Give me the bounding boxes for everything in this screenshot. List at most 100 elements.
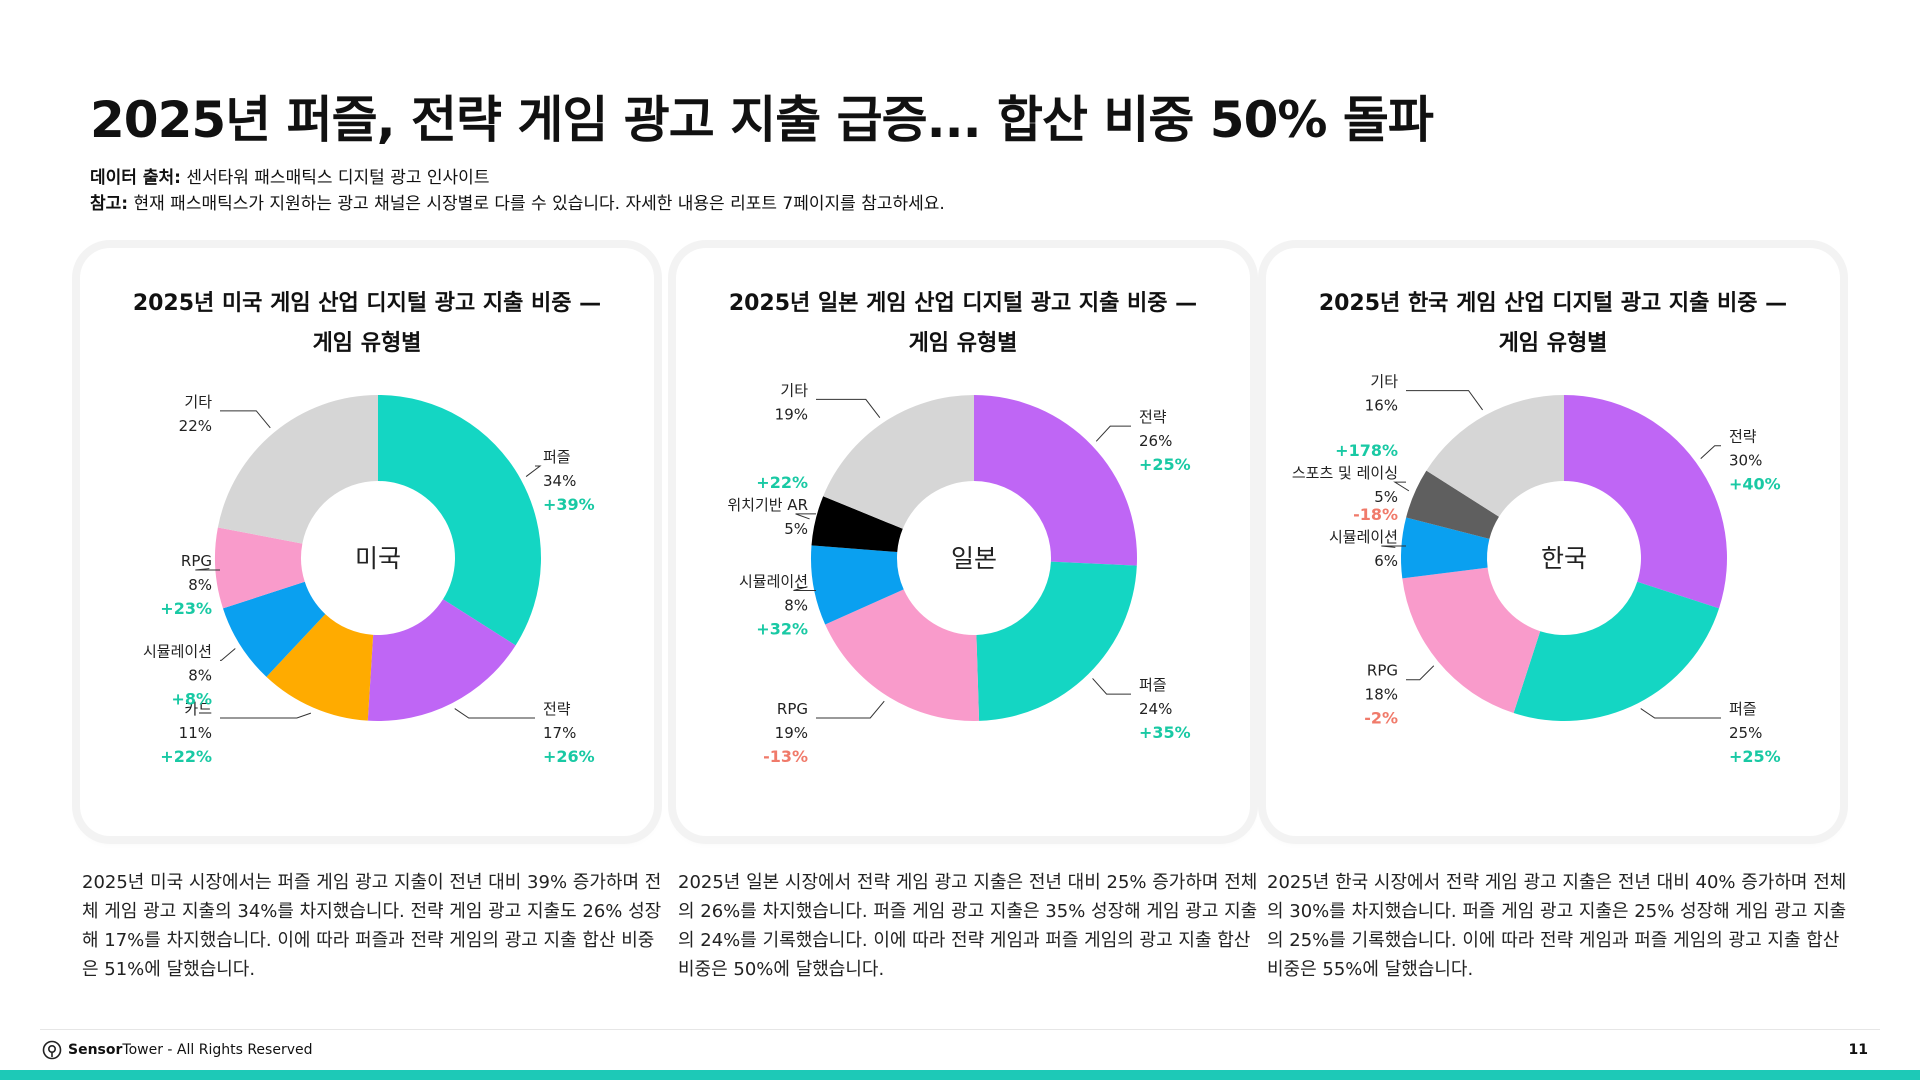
chart-title-line-2: 게임 유형별 [1498,331,1608,356]
leader-line [454,708,535,719]
category-label: 시뮬레이션 [143,642,212,660]
category-label: 시뮬레이션 [1329,528,1398,546]
donut-chart-us: 퍼즐 34% +39% 전략 17% +26% 카드 11% +22% 시뮬레이션 8% +8% RPG… [143,393,595,766]
note-label: 참고: [90,194,129,214]
note-line: 참고: 현재 패스매틱스가 지원하는 광고 채널은 시장별로 다를 수 있습니다… [90,191,945,217]
chart-title: 2025년 일본 게임 산업 디지털 광고 지출 비중 — 게임 유형별 [676,284,1250,364]
chart-card-us: 2025년 미국 게임 산업 디지털 광고 지출 비중 — 게임 유형별 퍼즐 3… [80,248,654,836]
category-label: 퍼즐 [1729,700,1757,718]
donut-slice-퍼즐 [1513,581,1720,721]
source-label: 데이터 출처: [90,168,181,188]
footer-divider [40,1029,1880,1030]
category-label: RPG [181,552,212,570]
chart-title: 2025년 한국 게임 산업 디지털 광고 지출 비중 — 게임 유형별 [1266,284,1840,364]
donut-slice-기타 [217,395,378,544]
leader-line [1393,481,1410,492]
category-label: 스포츠 및 레이싱 [1292,464,1398,482]
donut-chart-kr: 전략 30% +40% 퍼즐 25% +25% RPG 18% -2% -18% 시뮬레이션 6% +1… [1292,373,1781,766]
donut-slice-카드 [266,614,374,721]
category-label: 전략 [1729,428,1757,446]
category-label: 카드 [184,700,212,718]
growth-label: +32% [756,620,808,639]
leader-line [816,398,881,418]
donut-slice-RPG [1402,567,1541,714]
growth-label: +25% [1729,747,1781,766]
growth-label: +25% [1139,455,1191,474]
growth-label: +8% [171,689,212,708]
leader-line [195,568,220,571]
note-text: 현재 패스매틱스가 지원하는 광고 채널은 시장별로 다를 수 있습니다. 자세… [128,194,945,214]
leader-line [1406,390,1483,411]
growth-label: +178% [1335,441,1398,460]
chart-title-line-1: 2025년 한국 게임 산업 디지털 광고 지출 비중 — [1318,291,1788,316]
value-label: 11% [179,724,212,742]
leader-line [1381,545,1406,548]
donut-slice-퍼즐 [976,561,1137,721]
growth-label: +35% [1139,723,1191,742]
value-label: 19% [775,405,808,423]
category-label: RPG [1367,662,1398,680]
growth-label: +26% [543,747,595,766]
leader-line [793,586,816,592]
category-label: 기타 [1370,373,1398,391]
donut-slice-퍼즐 [378,395,541,646]
value-label: 6% [1374,552,1398,570]
chart-card-jp: 2025년 일본 게임 산업 디지털 광고 지출 비중 — 게임 유형별 전략 2… [676,248,1250,836]
donut-slice-기타 [823,395,974,529]
description-us: 2025년 미국 시장에서는 퍼즐 게임 광고 지출이 전년 대비 39% 증가… [82,872,662,980]
chart-title-line-1: 2025년 미국 게임 산업 디지털 광고 지출 비중 — [132,291,602,316]
donut-slice-시뮬레이션 [811,545,904,625]
donut-slice-전략 [1564,395,1727,609]
value-label: 34% [543,472,576,490]
chart-title: 2025년 미국 게임 산업 디지털 광고 지출 비중 — 게임 유형별 [80,284,654,364]
chart-title-line-1: 2025년 일본 게임 산업 디지털 광고 지출 비중 — [728,291,1198,316]
chart-title-line-2: 게임 유형별 [908,331,1018,356]
growth-label: +39% [543,495,595,514]
leader-line [220,648,236,661]
leader-line [1700,445,1721,460]
growth-label: +22% [756,473,808,492]
value-label: 8% [188,666,212,684]
value-label: 18% [1365,686,1398,704]
donut-center-label: 한국 [1541,544,1587,573]
donut-slice-기타 [1426,395,1564,517]
value-label: 8% [188,576,212,594]
value-label: 24% [1139,700,1172,718]
growth-label: -2% [1364,709,1398,728]
value-label: 25% [1729,724,1762,742]
footer-brand-bold: Sensor [68,1042,123,1058]
chart-card-kr: 2025년 한국 게임 산업 디지털 광고 지출 비중 — 게임 유형별 전략 3… [1266,248,1840,836]
growth-label: -18% [1353,505,1398,524]
leader-line [795,513,816,520]
leader-line [1640,708,1721,719]
value-label: 16% [1365,397,1398,415]
footer-brand-light: Tower [122,1042,163,1058]
description-kr: 2025년 한국 시장에서 전략 게임 광고 지출은 전년 대비 40% 증가하… [1267,872,1847,980]
category-label: 전략 [1139,408,1167,426]
donut-slice-전략 [974,395,1137,566]
donut-center-label: 일본 [951,544,997,573]
donut-chart-jp: 전략 26% +25% 퍼즐 24% +35% RPG 19% -13% 시뮬레이션 8% +32% +… [727,381,1191,766]
category-label: 전략 [543,700,571,718]
leader-line [220,712,312,719]
category-label: 시뮬레이션 [739,573,808,591]
donut-slice-시뮬레이션 [222,581,326,677]
donut-slice-시뮬레이션 [1401,517,1490,579]
value-label: 8% [784,597,808,615]
leader-line [816,700,885,719]
donut-slice-위치기반-AR [811,496,903,553]
growth-label: +40% [1729,475,1781,494]
donut-slice-전략 [367,599,516,721]
sensortower-logo-icon [42,1040,62,1060]
growth-label: +22% [160,747,212,766]
growth-label: -13% [763,747,808,766]
category-label: 기타 [184,393,212,411]
value-label: 5% [1374,488,1398,506]
footer-brand-text: SensorTower - All Rights Reserved [68,1042,313,1058]
donut-center-label: 미국 [355,544,401,573]
value-label: 19% [775,724,808,742]
donut-slice-RPG [214,527,305,609]
category-label: RPG [777,700,808,718]
category-label: 퍼즐 [543,448,571,466]
category-label: 기타 [780,381,808,399]
